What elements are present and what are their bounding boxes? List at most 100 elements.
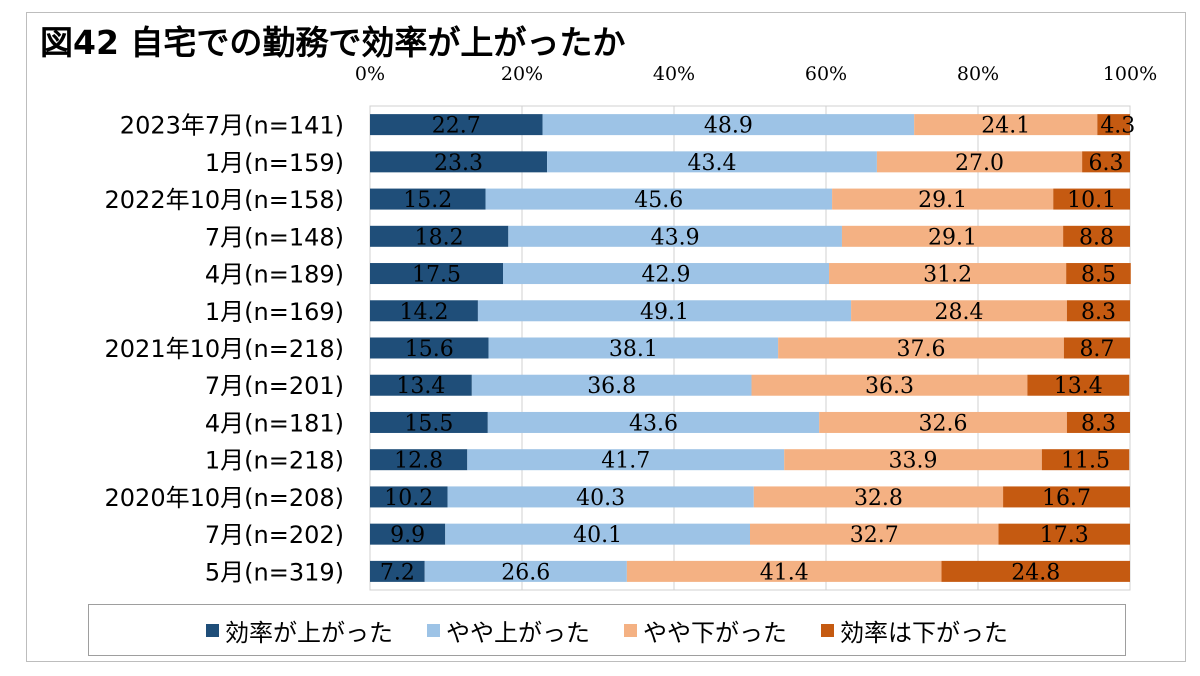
data-label: 11.5 bbox=[1061, 449, 1110, 474]
data-label: 4.3 bbox=[1100, 114, 1135, 139]
bar-segment bbox=[1066, 411, 1130, 433]
bar-segment bbox=[485, 188, 833, 210]
bar-segment bbox=[841, 225, 1064, 247]
legend: 効率が上がった やや上がった やや下がった 効率は下がった bbox=[88, 604, 1126, 656]
data-label: 32.6 bbox=[919, 411, 968, 436]
data-label: 8.5 bbox=[1081, 263, 1116, 288]
data-label: 17.5 bbox=[412, 263, 461, 288]
data-label: 40.1 bbox=[573, 523, 622, 548]
bar-segment bbox=[851, 300, 1067, 322]
legend-swatch bbox=[821, 623, 834, 637]
data-label: 15.2 bbox=[403, 188, 452, 213]
data-label: 17.3 bbox=[1040, 523, 1089, 548]
bar-segment bbox=[445, 523, 750, 545]
data-label: 29.1 bbox=[928, 225, 977, 250]
bar-segment bbox=[941, 560, 1130, 582]
x-tick-label: 100% bbox=[1103, 63, 1157, 85]
bar-segment bbox=[370, 523, 446, 545]
bar-segment bbox=[503, 263, 830, 285]
data-label: 26.6 bbox=[501, 560, 550, 585]
bar-segment bbox=[1063, 225, 1130, 247]
bar-segment bbox=[1003, 486, 1130, 508]
category-label: 5月(n=319) bbox=[205, 558, 344, 586]
bar-segment bbox=[370, 449, 468, 471]
data-label: 45.6 bbox=[634, 188, 683, 213]
data-label: 15.5 bbox=[404, 411, 453, 436]
data-label: 37.6 bbox=[897, 337, 946, 362]
data-label: 7.2 bbox=[380, 560, 415, 585]
bar-segment bbox=[751, 374, 1028, 396]
chart-title: 図42 自宅での勤務で効率が上がったか bbox=[40, 23, 626, 62]
data-label: 29.1 bbox=[918, 188, 967, 213]
category-label: 2022年10月(n=158) bbox=[105, 186, 344, 214]
legend-item: 効率は下がった bbox=[821, 613, 1008, 648]
x-tick-label: 80% bbox=[957, 63, 999, 85]
x-tick-label: 20% bbox=[501, 63, 543, 85]
x-tick-label: 40% bbox=[653, 63, 695, 85]
bar-segment bbox=[471, 374, 752, 396]
data-label: 27.0 bbox=[955, 151, 1004, 176]
bar-segment bbox=[542, 114, 915, 136]
bar-segment bbox=[829, 263, 1067, 285]
bar-segment bbox=[753, 486, 1004, 508]
bar-segment bbox=[477, 300, 852, 322]
data-label: 42.9 bbox=[642, 263, 691, 288]
data-label: 6.3 bbox=[1089, 151, 1124, 176]
category-label: 7月(n=202) bbox=[205, 521, 344, 549]
x-tick-label: 0% bbox=[355, 63, 385, 85]
bar-segment bbox=[447, 486, 754, 508]
data-label: 8.3 bbox=[1081, 300, 1116, 325]
bar-segment bbox=[1027, 374, 1130, 396]
data-label: 28.4 bbox=[935, 300, 984, 325]
data-label: 22.7 bbox=[432, 114, 481, 139]
bar-segment bbox=[1097, 114, 1130, 136]
bar-segment bbox=[488, 337, 779, 359]
data-label: 13.4 bbox=[1054, 374, 1103, 399]
legend-label: 効率は下がった bbox=[840, 618, 1008, 647]
bar-segment bbox=[1063, 337, 1130, 359]
bar-segment bbox=[626, 560, 942, 582]
bar-segment bbox=[1066, 263, 1131, 285]
data-label: 38.1 bbox=[609, 337, 658, 362]
bar-segment bbox=[1041, 449, 1130, 471]
bar-segment bbox=[370, 337, 489, 359]
data-label: 24.1 bbox=[981, 114, 1030, 139]
bar-segment bbox=[370, 411, 488, 433]
data-label: 24.8 bbox=[1011, 560, 1060, 585]
data-label: 40.3 bbox=[576, 486, 625, 511]
x-tick-label: 60% bbox=[805, 63, 847, 85]
legend-item: やや下がった bbox=[624, 613, 787, 648]
data-label: 43.4 bbox=[688, 151, 737, 176]
data-label: 15.6 bbox=[405, 337, 454, 362]
data-label: 43.6 bbox=[629, 411, 678, 436]
bar-segment bbox=[778, 337, 1064, 359]
data-label: 8.3 bbox=[1081, 411, 1116, 436]
data-label: 32.8 bbox=[854, 486, 903, 511]
bar-segment bbox=[1053, 188, 1130, 210]
category-label: 4月(n=181) bbox=[205, 409, 344, 437]
legend-swatch bbox=[206, 623, 219, 637]
data-label: 31.2 bbox=[923, 263, 972, 288]
bar-segment bbox=[370, 300, 478, 322]
legend-swatch bbox=[427, 623, 440, 637]
category-label: 4月(n=189) bbox=[205, 261, 344, 289]
data-label: 9.9 bbox=[390, 523, 425, 548]
bar-segment bbox=[784, 449, 1042, 471]
data-label: 8.7 bbox=[1079, 337, 1114, 362]
category-label: 7月(n=148) bbox=[205, 223, 344, 251]
data-label: 41.4 bbox=[760, 560, 809, 585]
bar-segment bbox=[370, 374, 472, 396]
data-label: 33.9 bbox=[889, 449, 938, 474]
bar-segment bbox=[370, 151, 548, 173]
bar-segment bbox=[370, 225, 509, 247]
bar-segment bbox=[832, 188, 1054, 210]
category-label: 2021年10月(n=218) bbox=[105, 335, 344, 363]
data-label: 16.7 bbox=[1042, 486, 1091, 511]
bar-segment bbox=[370, 114, 543, 136]
legend-label: 効率が上がった bbox=[225, 618, 393, 647]
data-label: 10.2 bbox=[384, 486, 433, 511]
data-label: 13.4 bbox=[396, 374, 445, 399]
data-label: 43.9 bbox=[651, 225, 700, 250]
bar-segment bbox=[487, 411, 820, 433]
